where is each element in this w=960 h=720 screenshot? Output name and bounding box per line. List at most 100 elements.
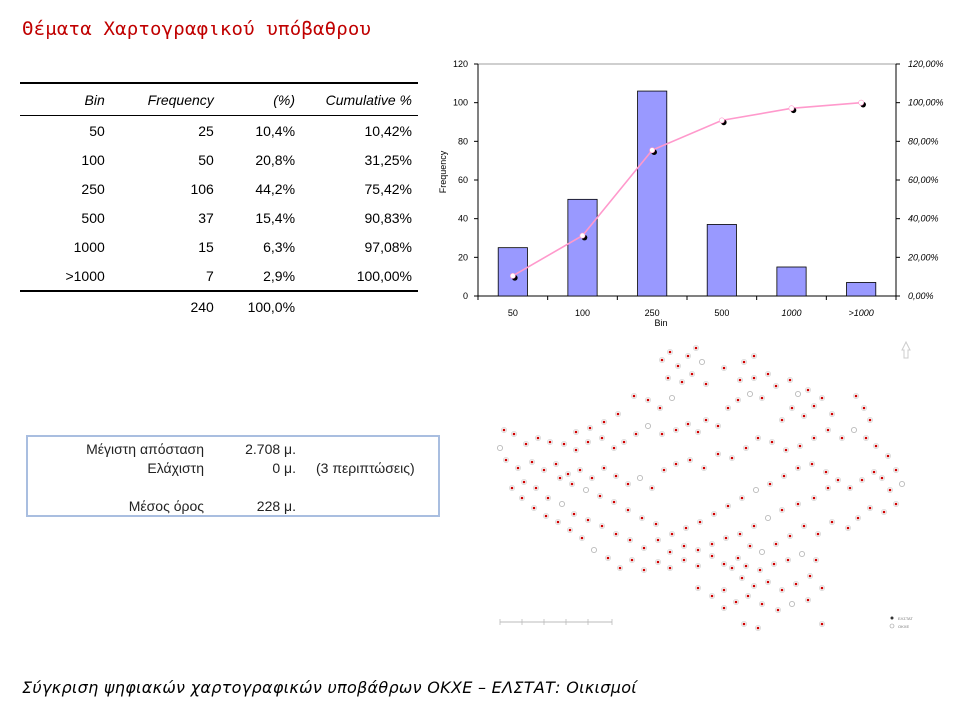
settlement-marker-elstat bbox=[726, 406, 730, 410]
settlement-marker-ring bbox=[514, 465, 521, 472]
y-tick-label: 20 bbox=[458, 252, 468, 262]
settlement-marker-ring bbox=[664, 375, 671, 382]
settlement-marker-elstat bbox=[756, 436, 760, 440]
settlement-marker-ring bbox=[766, 480, 773, 487]
bar bbox=[567, 198, 598, 297]
settlement-marker-elstat bbox=[774, 384, 778, 388]
settlement-marker-ring bbox=[613, 472, 620, 479]
settlement-marker-ring bbox=[728, 564, 735, 571]
settlement-marker-ring bbox=[814, 530, 821, 537]
settlement-marker-elstat bbox=[578, 468, 582, 472]
settlement-marker-ring bbox=[786, 377, 793, 384]
settlement-marker-elstat bbox=[806, 598, 810, 602]
settlement-marker-ring bbox=[768, 439, 775, 446]
settlement-marker-elstat bbox=[738, 378, 742, 382]
cell-frequency: 25 bbox=[198, 122, 214, 139]
settlement-marker-ring bbox=[750, 522, 757, 529]
settlement-marker-ring bbox=[658, 431, 665, 438]
settlement-marker-elstat bbox=[716, 424, 720, 428]
legend-marker-okxe bbox=[889, 623, 895, 629]
cell-total-frequency: 240 bbox=[190, 299, 214, 315]
settlement-marker-ring bbox=[734, 397, 741, 404]
settlement-marker-elstat bbox=[668, 566, 672, 570]
settlement-marker-okxe bbox=[558, 500, 566, 508]
settlement-marker-ring bbox=[632, 431, 639, 438]
settlement-marker-elstat bbox=[722, 366, 726, 370]
settlement-marker-ring bbox=[784, 556, 791, 563]
y2-tick-label: 60,00% bbox=[908, 175, 939, 185]
settlement-marker-ring bbox=[792, 580, 799, 587]
settlement-marker-elstat bbox=[530, 460, 534, 464]
settlement-marker-ring bbox=[740, 620, 747, 627]
settlement-marker-ring bbox=[736, 377, 743, 384]
settlement-marker-ring bbox=[601, 419, 608, 426]
settlement-marker-elstat bbox=[806, 388, 810, 392]
settlement-marker-elstat bbox=[684, 526, 688, 530]
table-row: >1000 7 2,9% 100,00% bbox=[20, 261, 418, 292]
settlement-marker-elstat bbox=[696, 548, 700, 552]
settlement-marker-elstat bbox=[864, 436, 868, 440]
settlement-marker-okxe bbox=[668, 394, 676, 402]
settlement-marker-ring bbox=[796, 443, 803, 450]
settlement-marker-ring bbox=[569, 480, 576, 487]
settlement-marker-ring bbox=[587, 425, 594, 432]
settlement-marker-elstat bbox=[634, 432, 638, 436]
settlement-marker-ring bbox=[680, 542, 687, 549]
settlement-marker-elstat bbox=[574, 448, 578, 452]
settlement-marker-ring bbox=[555, 518, 562, 525]
settlement-marker-elstat bbox=[770, 440, 774, 444]
settlement-marker-elstat bbox=[554, 462, 558, 466]
cumulative-marker bbox=[509, 272, 516, 279]
settlement-marker-ring bbox=[628, 556, 635, 563]
settlement-marker-ring bbox=[750, 582, 757, 589]
settlement-marker-elstat bbox=[736, 556, 740, 560]
cell-percent: 44,2% bbox=[255, 180, 296, 197]
settlement-marker-elstat bbox=[752, 524, 756, 528]
settlement-marker-ring bbox=[626, 536, 633, 543]
bar bbox=[637, 90, 668, 297]
settlement-marker-elstat bbox=[826, 486, 830, 490]
settlement-marker-ring bbox=[828, 518, 835, 525]
settlement-marker-elstat bbox=[630, 558, 634, 562]
settlement-marker-ring bbox=[644, 397, 651, 404]
settlement-marker-elstat bbox=[646, 398, 650, 402]
settlement-marker-ring bbox=[756, 566, 763, 573]
settlement-marker-elstat bbox=[642, 568, 646, 572]
histogram-pareto-chart: 0 20 40 60 80 100 120 0,00% 20,00% 40,00% 60,00% 80… bbox=[438, 59, 944, 328]
settlement-marker-elstat bbox=[520, 496, 524, 500]
settlement-marker-elstat bbox=[780, 418, 784, 422]
settlement-marker-ring bbox=[666, 348, 673, 355]
settlement-marker-ring bbox=[589, 474, 596, 481]
settlement-marker-elstat bbox=[536, 436, 540, 440]
settlement-marker-ring bbox=[778, 586, 785, 593]
y-tick-label: 60 bbox=[458, 175, 468, 185]
settlement-marker-elstat bbox=[812, 496, 816, 500]
settlement-marker-elstat bbox=[868, 418, 872, 422]
settlement-marker-ring bbox=[656, 405, 663, 412]
settlement-marker-ring bbox=[508, 484, 515, 491]
cell-frequency: 106 bbox=[190, 180, 214, 197]
page-footer: Σύγκριση ψηφιακών χαρτογραφικών υποβάθρω… bbox=[22, 678, 637, 697]
settlement-marker-elstat bbox=[686, 422, 690, 426]
settlement-marker-ring bbox=[794, 500, 801, 507]
settlement-marker-elstat bbox=[632, 394, 636, 398]
cell-percent: 15,4% bbox=[255, 209, 296, 226]
settlement-marker-ring bbox=[688, 371, 695, 378]
settlement-marker-elstat bbox=[752, 584, 756, 588]
settlement-marker-ring bbox=[892, 500, 899, 507]
settlement-marker-elstat bbox=[640, 516, 644, 520]
settlement-marker-elstat bbox=[618, 566, 622, 570]
settlement-marker-ring bbox=[740, 358, 747, 365]
settlement-marker-elstat bbox=[516, 466, 520, 470]
settlement-marker-elstat bbox=[656, 560, 660, 564]
table-row: 1000 15 6,3% 97,08% bbox=[20, 232, 418, 261]
settlement-marker-okxe bbox=[764, 514, 772, 522]
settlement-marker-ring bbox=[640, 544, 647, 551]
settlement-marker-ring bbox=[846, 484, 853, 491]
settlement-marker-ring bbox=[660, 466, 667, 473]
settlement-marker-ring bbox=[708, 552, 715, 559]
settlement-marker-ring bbox=[720, 364, 727, 371]
settlement-marker-elstat bbox=[872, 470, 876, 474]
settlement-marker-elstat bbox=[686, 354, 690, 358]
settlement-marker-ring bbox=[862, 435, 869, 442]
